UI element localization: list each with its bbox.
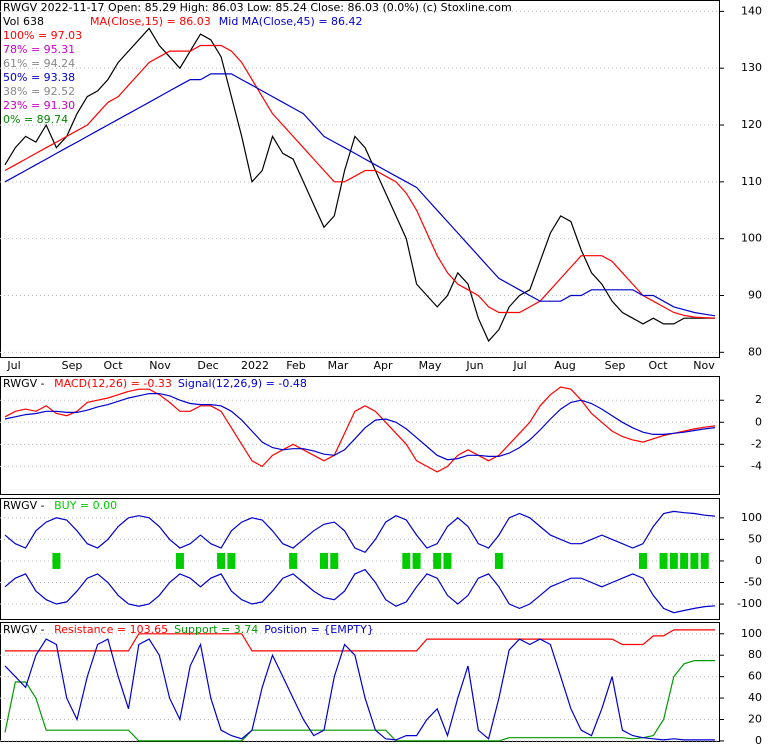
- fib-level: 100% = 97.03: [3, 29, 82, 42]
- x-tick-label: Aug: [554, 359, 575, 372]
- signal-marker: [443, 552, 452, 569]
- series-line: [4, 27, 716, 343]
- series-line: [4, 660, 715, 742]
- legend-entry: Resistance = 103.65: [54, 623, 168, 636]
- signal-marker: [690, 552, 699, 569]
- panel-frame: [0, 622, 720, 742]
- y-tick-label: 100: [741, 511, 762, 524]
- signal-marker: [402, 552, 411, 569]
- signal-marker: [680, 552, 689, 569]
- x-tick-label: Oct: [103, 359, 123, 372]
- panel-frame: [0, 0, 720, 358]
- x-tick-label: Mar: [328, 359, 349, 372]
- x-tick-label: Nov: [693, 359, 715, 372]
- x-tick-label: Dec: [197, 359, 218, 372]
- panel-header: RWGV - BUY = 0.00: [3, 499, 117, 512]
- panel-header: RWGV - MACD(12,26) = -0.33 Signal(12,26,9…: [3, 377, 307, 390]
- y-tick-label: 40: [748, 691, 762, 704]
- series-line: [5, 629, 715, 652]
- panel-header: RWGV - Resistance = 103.65 Support = 3.74…: [3, 623, 374, 636]
- signal-marker: [175, 552, 184, 569]
- signal-marker: [638, 552, 647, 569]
- signal-marker: [319, 552, 328, 569]
- panel-label: RWGV -: [3, 377, 48, 390]
- x-tick-label: Apr: [373, 359, 393, 372]
- y-tick-label: 0: [755, 415, 762, 428]
- legend-entry: Signal(12,26,9) = -0.48: [178, 377, 307, 390]
- x-tick-label: May: [419, 359, 442, 372]
- y-tick-label: 100: [741, 232, 762, 245]
- signal-marker: [52, 552, 61, 569]
- fib-level: 38% = 92.52: [3, 85, 75, 98]
- signal-marker: [659, 552, 668, 569]
- fib-level: 0% = 89.74: [3, 113, 68, 126]
- x-tick-label: Sep: [605, 359, 626, 372]
- signal-marker: [433, 552, 442, 569]
- series-line: [4, 510, 716, 554]
- series-line: [4, 393, 716, 461]
- y-tick-label: -100: [737, 597, 762, 610]
- y-tick-label: 80: [748, 648, 762, 661]
- y-tick-label: 60: [748, 670, 762, 683]
- signal-marker: [227, 552, 236, 569]
- x-tick-label: Jul: [6, 359, 20, 372]
- signal-marker: [700, 552, 709, 569]
- legend-entry: Support = 3.74: [174, 623, 258, 636]
- y-tick-label: 50: [748, 532, 762, 545]
- legend-entry: Mid MA(Close,45) = 86.42: [219, 15, 363, 28]
- fib-level: 50% = 93.38: [3, 71, 75, 84]
- y-tick-label: -2: [751, 437, 762, 450]
- fib-level: 23% = 91.30: [3, 99, 75, 112]
- signal-marker: [330, 552, 339, 569]
- fib-level: 78% = 95.31: [3, 43, 75, 56]
- panel-label: RWGV -: [3, 623, 48, 636]
- x-tick-label: Feb: [286, 359, 305, 372]
- y-tick-label: 20: [748, 713, 762, 726]
- legend-entry: Position = {EMPTY}: [264, 623, 374, 636]
- y-tick-label: 2: [755, 393, 762, 406]
- x-tick-label: Jul: [512, 359, 526, 372]
- signal-marker: [412, 552, 421, 569]
- legend-entry: MACD(12,26) = -0.33: [54, 377, 172, 390]
- series-line: [4, 386, 716, 473]
- x-tick-label: Sep: [62, 359, 83, 372]
- volume-label: Vol 638: [3, 15, 44, 28]
- signal-marker: [217, 552, 226, 569]
- y-tick-label: 0: [755, 734, 762, 746]
- series-line: [4, 44, 716, 319]
- y-tick-label: 80: [748, 345, 762, 358]
- legend: MA(Close,15) = 86.03 Mid MA(Close,45) = 8…: [90, 15, 363, 28]
- signal-marker: [494, 552, 503, 569]
- series-line: [4, 568, 716, 614]
- y-tick-label: 110: [741, 175, 762, 188]
- signal-marker: [289, 552, 298, 569]
- legend-entry: BUY = 0.00: [54, 499, 117, 512]
- y-tick-label: 130: [741, 61, 762, 74]
- series-line: [4, 638, 715, 741]
- y-tick-label: 0: [755, 554, 762, 567]
- panel-frame: [0, 376, 720, 495]
- y-tick-label: 100: [741, 627, 762, 640]
- x-tick-label: Jun: [465, 359, 483, 372]
- panel-frame: [0, 498, 720, 620]
- y-tick-label: 140: [741, 4, 762, 17]
- series-line: [4, 73, 716, 317]
- y-tick-label: 120: [741, 118, 762, 131]
- fib-level: 61% = 94.24: [3, 57, 75, 70]
- x-tick-label: 2022: [241, 359, 269, 372]
- x-tick-label: Oct: [648, 359, 668, 372]
- y-tick-label: -4: [751, 459, 762, 472]
- x-tick-label: Nov: [149, 359, 171, 372]
- legend-entry: MA(Close,15) = 86.03: [90, 15, 211, 28]
- signal-marker: [669, 552, 678, 569]
- y-tick-label: -50: [744, 575, 762, 588]
- y-tick-label: 90: [748, 288, 762, 301]
- panel-label: RWGV -: [3, 499, 48, 512]
- chart-title: RWGV 2022-11-17 Open: 85.29 High: 86.03 …: [3, 1, 512, 14]
